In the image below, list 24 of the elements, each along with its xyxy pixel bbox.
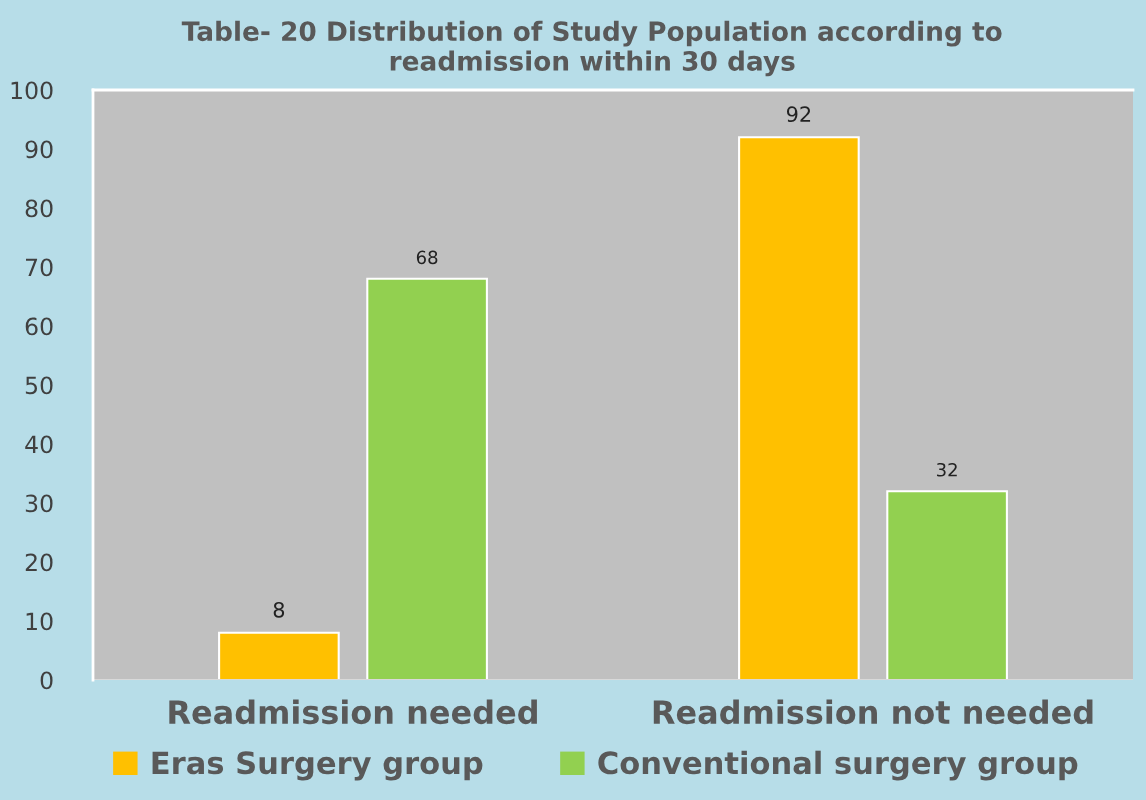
- y-tick-label: 80: [25, 199, 53, 218]
- bar: [886, 490, 1008, 680]
- bar: [218, 631, 340, 680]
- x-tick-label: Readmission not needed: [653, 699, 1093, 725]
- data-label: 68: [416, 250, 438, 265]
- legend-label: Eras Surgery group: [152, 751, 483, 781]
- bar: [366, 277, 488, 680]
- data-label: 32: [936, 462, 957, 477]
- data-label: 8: [273, 601, 285, 618]
- y-tick-label: 10: [26, 612, 53, 631]
- x-tick-label: Readmission needed: [169, 699, 537, 725]
- y-tick-label: 0: [40, 671, 53, 690]
- chart-title: Table- 20 Distribution of Study Population according to readmission within 30 days: [181, 20, 1002, 77]
- y-tick-label: 30: [25, 494, 53, 513]
- y-tick-label: 70: [26, 258, 53, 277]
- y-tick-label: 100: [11, 81, 53, 100]
- y-tick-label: 40: [25, 435, 53, 454]
- y-tick-label: 50: [25, 376, 53, 395]
- bar: [738, 136, 860, 680]
- y-tick-label: 20: [25, 553, 53, 572]
- data-label: 92: [786, 106, 811, 123]
- legend-label: Conventional surgery group: [598, 750, 1078, 781]
- y-tick-label: 60: [25, 317, 53, 336]
- y-tick-label: 90: [25, 140, 53, 159]
